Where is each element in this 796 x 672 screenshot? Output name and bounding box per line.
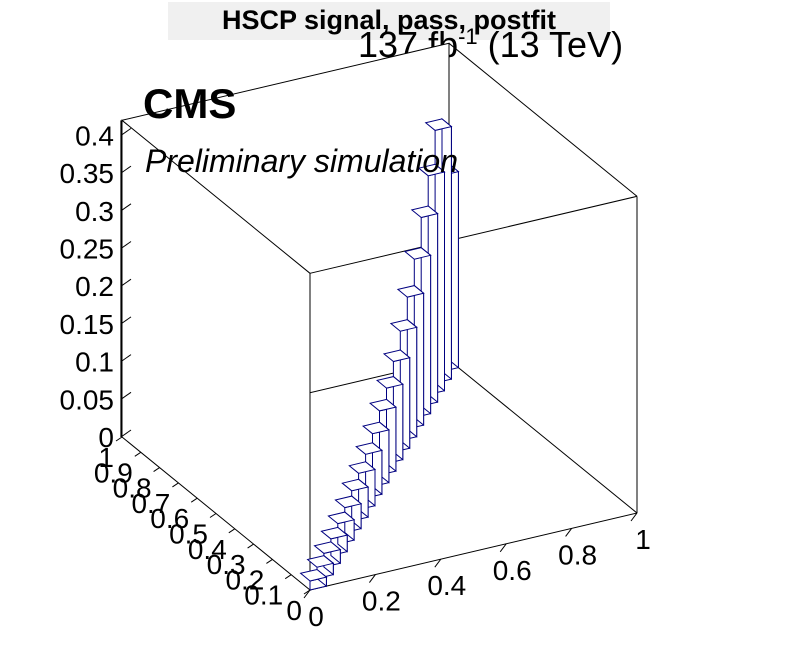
bar-top-face — [313, 541, 342, 554]
x-tick-label: 0.6 — [493, 555, 532, 586]
y-tick-label: 0.7 — [131, 488, 170, 519]
bar-layer — [299, 117, 460, 591]
x-tick-label: 1 — [635, 524, 651, 555]
y-tick-mark — [284, 574, 292, 580]
y-tick-label: 1 — [98, 442, 114, 473]
preliminary-label: Preliminary simulation — [145, 143, 458, 179]
bar-top-face — [327, 511, 356, 525]
y-tick-mark — [247, 543, 254, 549]
bar-top-face — [334, 495, 363, 509]
y-tick-label: 0.9 — [94, 457, 133, 488]
frame-edge — [309, 195, 638, 274]
bar-top-face — [424, 118, 453, 131]
y-tick-label: 0 — [286, 595, 302, 626]
y-tick-label: 0.1 — [244, 580, 283, 611]
bar-top-face — [403, 247, 432, 260]
y-tick-mark — [172, 482, 179, 488]
z-tick-label: 0 — [98, 422, 114, 453]
y-tick-mark — [209, 513, 217, 518]
title-box: HSCP signal, pass, postfit — [168, 2, 610, 40]
x-tick-mark — [565, 528, 572, 537]
bar-top-face — [375, 376, 404, 389]
y-tick-label: 0.6 — [150, 503, 189, 534]
y-tick-mark — [266, 558, 273, 564]
y-tick-label: 0.4 — [188, 534, 227, 565]
z-tick-label: 0.3 — [75, 196, 114, 227]
z-tick-mark — [120, 127, 132, 136]
x-tick-mark — [630, 512, 638, 522]
z-tick-mark — [120, 165, 132, 174]
x-tick-mark — [434, 558, 442, 568]
bar-top-face — [306, 555, 335, 568]
cms-label: CMS — [143, 80, 237, 127]
y-tick-mark — [153, 467, 160, 473]
bar-bin — [320, 526, 349, 557]
frame-edge — [448, 42, 638, 197]
y-tick-label: 0.8 — [113, 473, 152, 504]
bar-top-face — [417, 163, 446, 177]
lumi-energy: (13 TeV) — [487, 24, 624, 65]
bar-top-face — [299, 568, 328, 582]
z-tick-label: 0.4 — [75, 120, 114, 151]
chart-title: HSCP signal, pass, postfit — [221, 5, 557, 35]
z-tick-mark — [120, 203, 132, 212]
z-tick-mark — [120, 316, 132, 325]
bar-bin — [299, 568, 328, 591]
y-tick-label: 0.5 — [169, 519, 208, 550]
tick-layer: 00.050.10.150.20.250.30.350.40 0.2 0.4 0.6 0… — [60, 120, 651, 632]
bar-top-face — [382, 349, 411, 363]
z-tick-mark — [120, 354, 132, 363]
x-tick-mark — [499, 543, 507, 553]
bar-top-face — [341, 478, 370, 492]
z-tick-mark — [120, 241, 132, 249]
x-tick-mark — [303, 589, 311, 599]
bar-top-face — [348, 461, 377, 474]
z-tick-mark — [120, 429, 132, 438]
x-tick-label: 0.2 — [362, 586, 401, 617]
frame-layer — [121, 42, 638, 592]
bar-top-face — [355, 442, 384, 455]
x-tick-label: 0.4 — [427, 570, 466, 601]
x-tick-mark — [368, 574, 376, 583]
z-tick-label: 0.2 — [75, 271, 114, 302]
y-tick-label: 0.2 — [225, 564, 264, 595]
bar-top-face — [368, 398, 398, 412]
y-tick-mark — [303, 589, 311, 595]
bar-top-face — [410, 205, 439, 219]
bar-top-face — [361, 421, 391, 435]
y-tick-mark — [228, 528, 236, 534]
z-tick-mark — [120, 391, 132, 400]
y-tick-mark — [190, 497, 198, 503]
z-tick-label: 0.25 — [60, 234, 115, 265]
z-tick-label: 0.1 — [75, 347, 114, 378]
bar-top-face — [389, 319, 418, 332]
z-tick-label: 0.35 — [60, 158, 115, 189]
z-tick-mark — [120, 278, 132, 287]
lumi-superscript: -1 — [458, 24, 478, 49]
frame-edge — [448, 359, 638, 514]
lumi-label: 137 fb-1 (13 TeV) — [358, 24, 623, 66]
bar-top-face — [320, 526, 349, 540]
bar-top-face — [396, 285, 425, 298]
x-tick-label: 0 — [308, 601, 324, 632]
x-tick-label: 0.8 — [558, 539, 597, 570]
y-tick-label: 0.3 — [207, 549, 246, 580]
frame-edge — [309, 512, 638, 591]
z-tick-label: 0.15 — [60, 309, 115, 340]
z-tick-label: 0.05 — [60, 384, 115, 415]
y-tick-mark — [134, 451, 142, 457]
y-tick-mark — [115, 436, 123, 442]
